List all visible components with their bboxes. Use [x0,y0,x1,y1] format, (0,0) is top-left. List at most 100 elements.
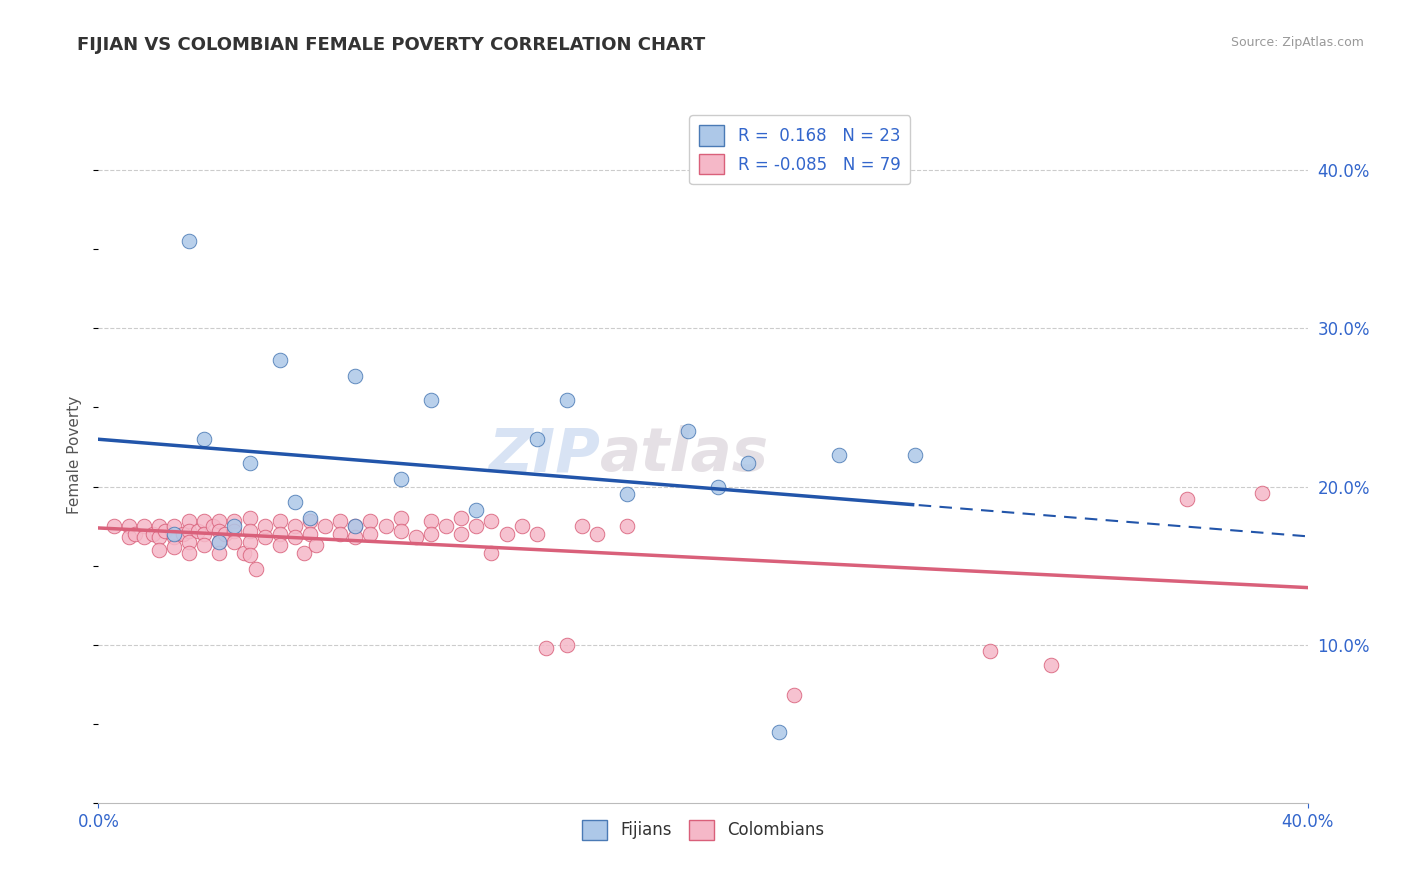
Point [269,353,291,368]
Point [153,524,176,538]
Point [783,688,806,702]
Point [768,724,790,739]
Point [450,511,472,525]
Point [179,524,201,538]
Point [979,644,1001,658]
Point [224,534,246,549]
Point [118,519,141,533]
Point [299,511,322,525]
Point [420,514,443,528]
Point [269,514,291,528]
Text: ZIP: ZIP [488,425,600,484]
Point [1039,658,1062,673]
Point [360,527,382,541]
Point [179,514,201,528]
Point [389,472,412,486]
Point [132,530,155,544]
Point [284,519,307,533]
Point [253,530,276,544]
Text: atlas: atlas [600,425,769,484]
Point [232,546,254,560]
Text: FIJIAN VS COLOMBIAN FEMALE POVERTY CORRELATION CHART: FIJIAN VS COLOMBIAN FEMALE POVERTY CORRE… [77,36,706,54]
Point [344,519,367,533]
Point [344,368,367,383]
Point [269,538,291,552]
Point [208,524,231,538]
Point [239,534,262,549]
Point [571,519,593,533]
Point [208,534,231,549]
Point [526,527,548,541]
Point [148,519,170,533]
Point [284,530,307,544]
Point [1175,492,1198,507]
Point [148,542,170,557]
Point [253,519,276,533]
Point [187,524,209,538]
Point [707,479,730,493]
Point [1251,486,1274,500]
Point [239,524,262,538]
Point [434,519,457,533]
Point [405,530,427,544]
Point [737,456,759,470]
Point [179,546,201,560]
Point [103,519,125,533]
Y-axis label: Female Poverty: Female Poverty [67,396,83,514]
Point [202,519,225,533]
Point [305,538,328,552]
Point [481,514,503,528]
Point [329,527,352,541]
Point [555,638,578,652]
Point [465,519,488,533]
Point [193,432,215,446]
Point [481,546,503,560]
Point [360,514,382,528]
Text: Source: ZipAtlas.com: Source: ZipAtlas.com [1230,36,1364,49]
Point [224,514,246,528]
Point [172,527,194,541]
Point [179,235,201,249]
Point [510,519,533,533]
Point [208,546,231,560]
Point [465,503,488,517]
Point [555,392,578,407]
Point [245,562,267,576]
Point [420,527,443,541]
Point [163,530,186,544]
Point [374,519,396,533]
Point [193,538,215,552]
Point [163,540,186,554]
Point [118,530,141,544]
Point [534,640,557,655]
Point [239,511,262,525]
Point [314,519,336,533]
Point [208,534,231,549]
Point [420,392,443,407]
Point [344,530,367,544]
Point [389,524,412,538]
Point [299,514,322,528]
Point [389,511,412,525]
Legend: Fijians, Colombians: Fijians, Colombians [575,813,831,847]
Point [526,432,548,446]
Point [208,514,231,528]
Point [239,548,262,562]
Point [142,527,165,541]
Point [329,514,352,528]
Point [193,527,215,541]
Point [828,448,851,462]
Point [616,519,638,533]
Point [214,527,236,541]
Point [148,530,170,544]
Point [495,527,517,541]
Point [239,456,262,470]
Point [344,519,367,533]
Point [450,527,472,541]
Point [124,527,146,541]
Point [179,534,201,549]
Point [132,519,155,533]
Point [676,424,699,438]
Point [904,448,927,462]
Point [299,527,322,541]
